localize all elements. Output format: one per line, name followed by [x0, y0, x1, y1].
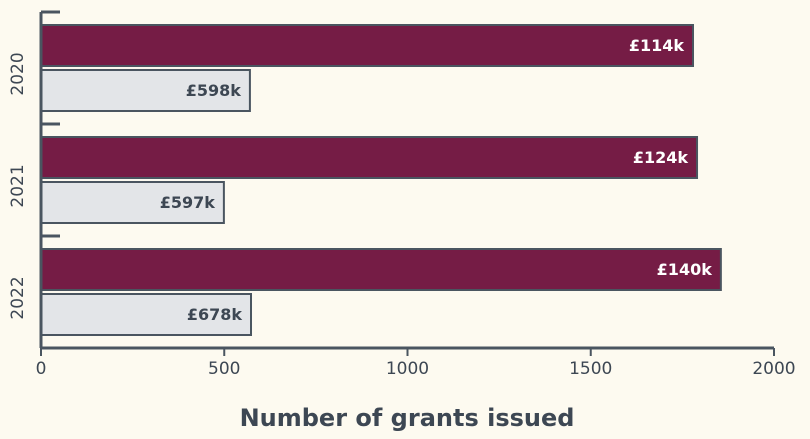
bar-label: £678k	[187, 305, 243, 324]
bar-label: £597k	[160, 193, 216, 212]
x-tick-label: 1500	[569, 359, 612, 379]
bar	[40, 293, 253, 336]
y-tick-label: 2020	[8, 52, 28, 95]
x-tick-label: 0	[36, 359, 47, 379]
bar-label: £114k	[629, 36, 685, 55]
x-tick-label: 1000	[386, 359, 429, 379]
bar	[40, 69, 251, 112]
x-tick-label: 500	[208, 359, 240, 379]
y-tick-label: 2021	[8, 164, 28, 207]
bar	[40, 24, 695, 67]
bar	[40, 181, 225, 224]
x-tick-label: 2000	[752, 359, 795, 379]
bar-label: £598k	[186, 81, 242, 100]
x-axis-title: Number of grants issued	[240, 404, 575, 432]
bar-label: £124k	[633, 148, 689, 167]
bar-label: £140k	[657, 260, 713, 279]
bar	[40, 136, 699, 179]
y-tick-label: 2022	[8, 276, 28, 319]
bar	[40, 248, 722, 291]
